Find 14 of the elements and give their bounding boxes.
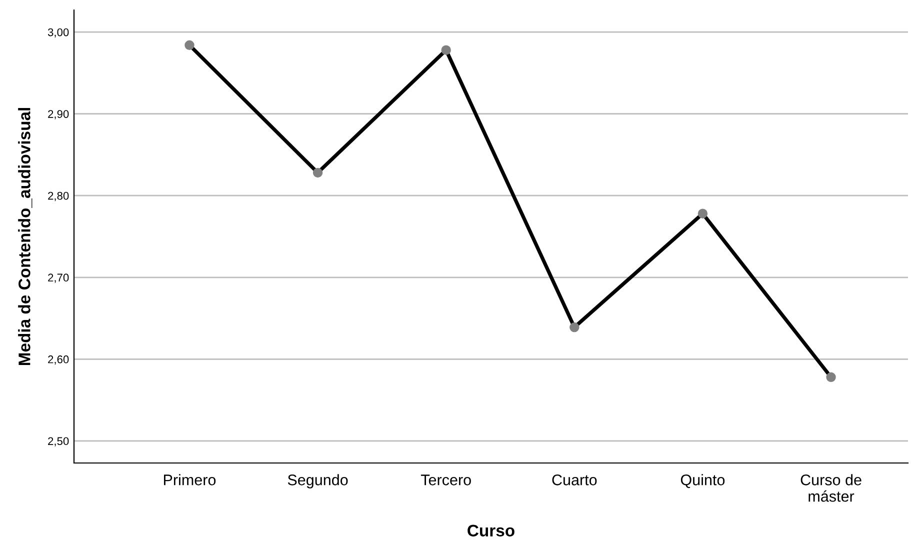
y-tick-label: 2,50	[48, 437, 69, 446]
y-axis-title: Media de Contenido_audiovisual	[18, 108, 32, 366]
y-tick-label: 2,60	[48, 355, 69, 365]
y-tick-label: 2,80	[48, 192, 69, 202]
x-tick-label: Primero	[164, 474, 216, 486]
y-tick-label: 2,90	[48, 110, 69, 120]
x-tick-label: Tercero	[420, 474, 471, 486]
x-tick-label: Quinto	[680, 474, 725, 488]
x-axis-title: Curso	[468, 524, 514, 536]
y-tick-label: 2,70	[48, 274, 69, 283]
y-tick-label: 3,00	[48, 28, 69, 38]
x-tick-label: Cuarto	[552, 474, 597, 486]
x-tick-label: Curso de máster	[800, 474, 862, 502]
x-tick-label: Segundo	[288, 474, 348, 488]
